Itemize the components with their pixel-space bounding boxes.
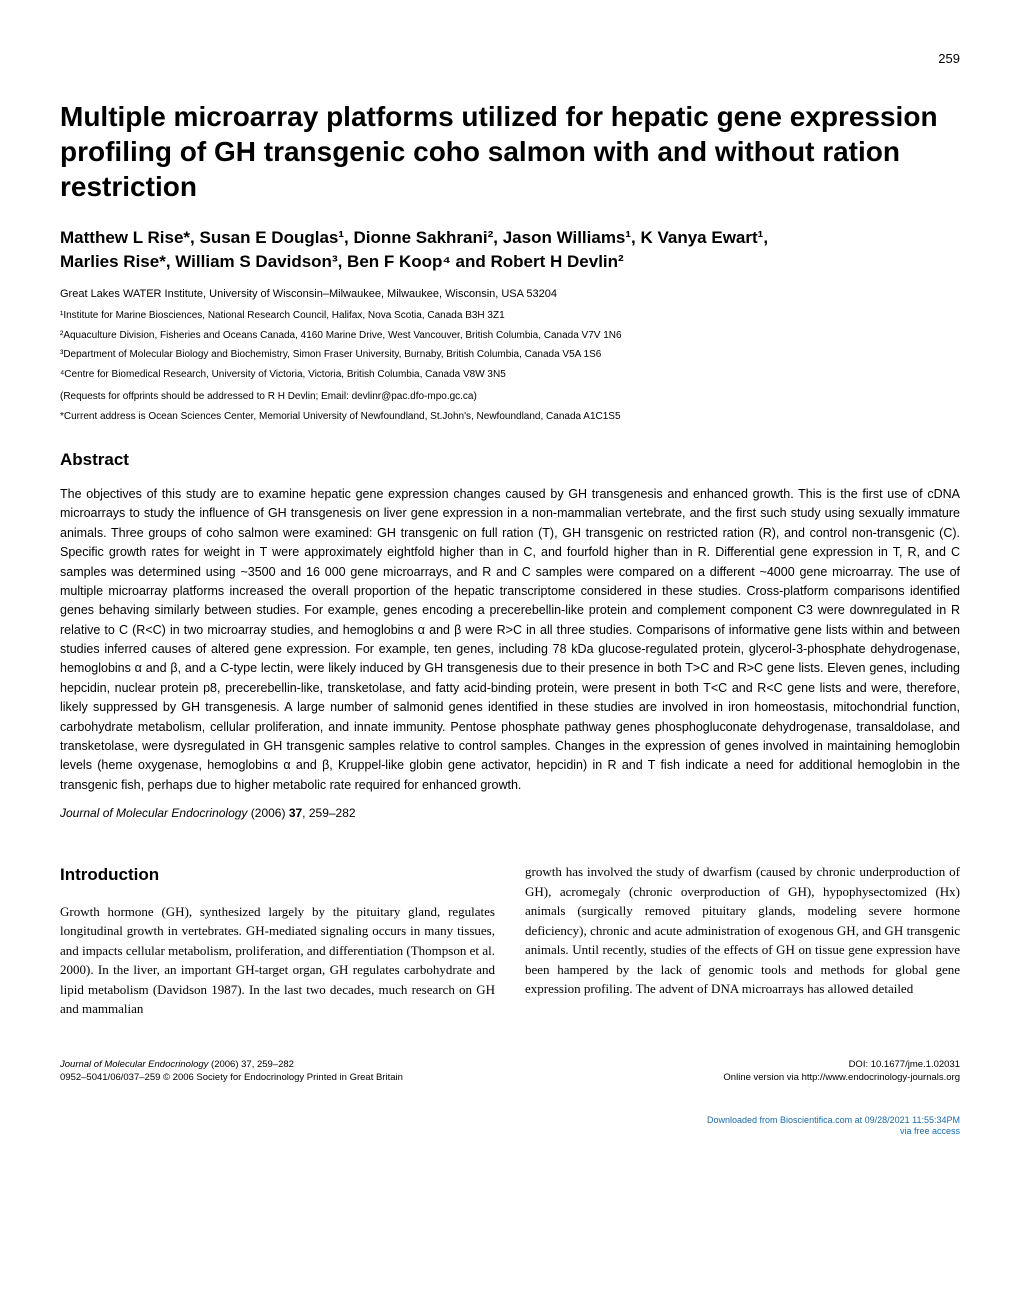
intro-paragraph-left: Growth hormone (GH), synthesized largely…	[60, 902, 495, 1019]
journal-year: (2006)	[251, 806, 286, 820]
current-address-note: *Current address is Ocean Sciences Cente…	[60, 410, 960, 425]
download-line-1: Downloaded from Bioscientifica.com at 09…	[60, 1115, 960, 1127]
affiliation-1: ¹Institute for Marine Biosciences, Natio…	[60, 309, 960, 324]
journal-reference: Journal of Molecular Endocrinology (2006…	[60, 805, 960, 822]
affiliation-main: Great Lakes WATER Institute, University …	[60, 287, 960, 303]
footer-copyright: 0952–5041/06/037–259 © 2006 Society for …	[60, 1072, 403, 1085]
introduction-heading: Introduction	[60, 862, 495, 888]
authors-line-2: Marlies Rise*, William S Davidson³, Ben …	[60, 250, 960, 274]
journal-name: Journal of Molecular Endocrinology	[60, 806, 247, 820]
page-footer: Journal of Molecular Endocrinology (2006…	[60, 1059, 960, 1085]
download-note: Downloaded from Bioscientifica.com at 09…	[60, 1115, 960, 1138]
abstract-body: The objectives of this study are to exam…	[60, 485, 960, 795]
column-left: Introduction Growth hormone (GH), synthe…	[60, 862, 495, 1019]
footer-doi: DOI: 10.1677/jme.1.02031	[723, 1059, 960, 1072]
article-title: Multiple microarray platforms utilized f…	[60, 99, 960, 204]
journal-pages: , 259–282	[302, 806, 355, 820]
footer-left: Journal of Molecular Endocrinology (2006…	[60, 1059, 403, 1085]
abstract-heading: Abstract	[60, 448, 960, 473]
column-right: growth has involved the study of dwarfis…	[525, 862, 960, 1019]
authors-block: Matthew L Rise*, Susan E Douglas¹, Dionn…	[60, 226, 960, 274]
footer-journal-details: (2006) 37, 259–282	[208, 1059, 294, 1070]
affiliation-3: ³Department of Molecular Biology and Bio…	[60, 348, 960, 363]
affiliation-2: ²Aquaculture Division, Fisheries and Oce…	[60, 329, 960, 344]
footer-journal-line: Journal of Molecular Endocrinology (2006…	[60, 1059, 403, 1072]
intro-paragraph-right: growth has involved the study of dwarfis…	[525, 862, 960, 999]
page-number: 259	[60, 50, 960, 69]
download-line-2: via free access	[60, 1126, 960, 1138]
footer-url: Online version via http://www.endocrinol…	[723, 1072, 960, 1085]
footer-journal-name: Journal of Molecular Endocrinology	[60, 1059, 208, 1070]
correspondence: (Requests for offprints should be addres…	[60, 390, 960, 405]
footer-right: DOI: 10.1677/jme.1.02031 Online version …	[723, 1059, 960, 1085]
authors-line-1: Matthew L Rise*, Susan E Douglas¹, Dionn…	[60, 226, 960, 250]
journal-volume: 37	[289, 806, 302, 820]
introduction-columns: Introduction Growth hormone (GH), synthe…	[60, 862, 960, 1019]
affiliation-4: ⁴Centre for Biomedical Research, Univers…	[60, 368, 960, 383]
